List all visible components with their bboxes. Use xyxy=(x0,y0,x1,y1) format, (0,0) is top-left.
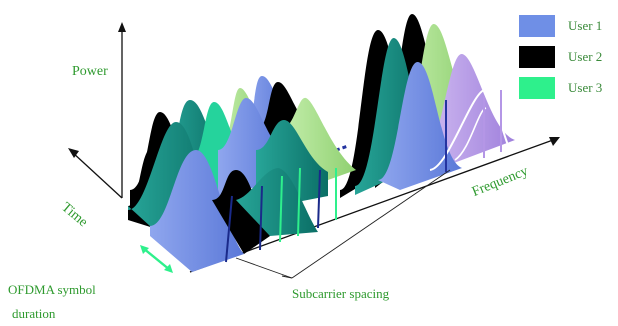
marker-front-1 xyxy=(225,195,233,263)
legend-label-user3: User 3 xyxy=(568,80,603,95)
axes xyxy=(68,22,560,273)
marker-front-5 xyxy=(317,169,321,229)
power-axis-arrow xyxy=(118,22,126,32)
power-axis-label: Power xyxy=(72,64,108,79)
time-axis xyxy=(71,151,123,199)
marker-front-3 xyxy=(279,175,283,243)
legend-label-user2: User 2 xyxy=(568,49,603,64)
symbol-duration-label-line1: OFDMA symbol xyxy=(8,282,96,297)
legend-swatch-user1 xyxy=(519,15,555,37)
frequency-axis-arrow xyxy=(549,137,560,146)
subcarrier-spacing-label: Subcarrier spacing xyxy=(292,286,390,301)
marker-front-2 xyxy=(259,185,263,251)
marker-front-4 xyxy=(297,167,301,237)
right-subcarrier-group xyxy=(340,14,515,198)
legend-swatch-user2 xyxy=(519,46,555,68)
left-subcarrier-group xyxy=(128,76,356,272)
time-axis-arrow xyxy=(68,148,79,158)
legend-label-user1: User 1 xyxy=(568,18,603,33)
curve-blue-front xyxy=(150,150,244,272)
curve-right-blue xyxy=(378,61,462,190)
curve-black-front-2 xyxy=(212,170,270,254)
symbol-duration-arrow xyxy=(140,245,173,273)
subcarrier-spacing-pointer xyxy=(235,169,451,279)
legend-swatch-user3 xyxy=(519,77,555,99)
frequency-axis xyxy=(189,139,554,273)
symbol-duration-label-line2: duration xyxy=(12,306,56,321)
